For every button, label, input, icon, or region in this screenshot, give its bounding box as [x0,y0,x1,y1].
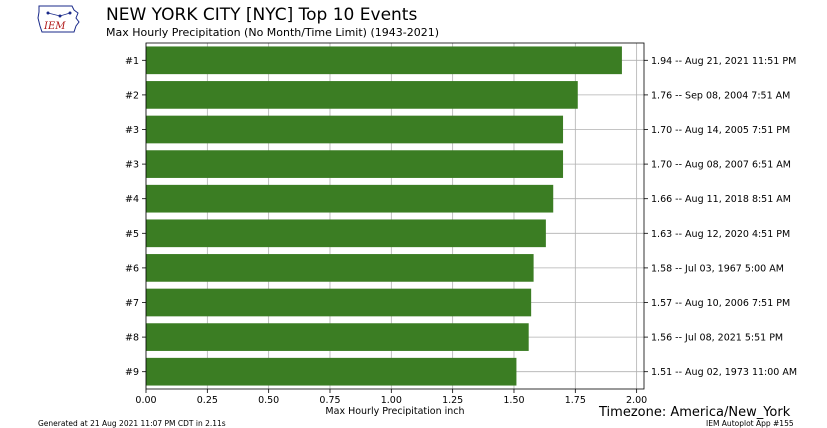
x-tick-label-3: 0.75 [319,395,340,406]
bar-3 [146,150,564,178]
x-tick-label-5: 1.25 [442,395,463,406]
x-tick-label-4: 1.00 [381,395,402,406]
y-tick-label-3: #3 [125,160,139,171]
right-label-4: 1.66 -- Aug 11, 2018 8:51 AM [651,194,791,205]
y-tick-label-2: #3 [125,125,139,136]
right-label-5: 1.63 -- Aug 12, 2020 4:51 PM [651,229,790,240]
bar-2 [146,115,564,144]
chart-title: NEW YORK CITY [NYC] Top 10 Events [106,5,418,25]
x-axis-label: Max Hourly Precipitation inch [325,406,464,417]
y-tick-label-1: #2 [125,90,139,101]
bar-6 [146,254,534,282]
y-tick-label-4: #4 [125,194,139,205]
y-tick-label-9: #9 [125,367,139,378]
y-tick-label-7: #7 [125,298,139,309]
x-tick-label-7: 1.75 [565,395,586,406]
x-tick-label-8: 2.00 [626,395,647,406]
bar-4 [146,184,554,213]
right-label-1: 1.76 -- Sep 08, 2004 7:51 AM [651,90,790,101]
generated-footer: Generated at 21 Aug 2021 11:07 PM CDT in… [38,419,226,428]
y-tick-label-5: #5 [125,229,139,240]
right-label-6: 1.58 -- Jul 03, 1967 5:00 AM [651,263,784,274]
chart-subtitle: Max Hourly Precipitation (No Month/Time … [106,26,439,39]
iem-logo: IEM [37,5,80,33]
bar-1 [146,81,578,109]
plot-frame [145,42,645,390]
timezone-label: Timezone: America/New_York [599,405,791,420]
right-label-2: 1.70 -- Aug 14, 2005 7:51 PM [651,125,790,136]
right-label-3: 1.70 -- Aug 08, 2007 6:51 AM [651,160,791,171]
bar-0 [146,46,622,75]
right-label-8: 1.56 -- Jul 08, 2021 5:51 PM [651,333,783,344]
bar-7 [146,288,532,317]
x-tick-label-6: 1.50 [503,395,524,406]
bar-9 [146,357,517,386]
logo-text: IEM [43,21,66,32]
x-tick-label-2: 0.50 [258,395,279,406]
x-tick-label-1: 0.25 [197,395,218,406]
y-tick-label-6: #6 [125,263,139,274]
right-label-7: 1.57 -- Aug 10, 2006 7:51 PM [651,298,790,309]
right-label-0: 1.94 -- Aug 21, 2021 11:51 PM [651,56,796,67]
right-label-9: 1.51 -- Aug 02, 1973 11:00 AM [651,367,797,378]
app-footer: IEM Autoplot App #155 [706,419,794,428]
bar-5 [146,219,546,248]
y-tick-label-8: #8 [125,333,139,344]
bar-8 [146,323,529,351]
y-tick-label-0: #1 [125,56,139,67]
x-tick-label-0: 0.00 [135,395,156,406]
